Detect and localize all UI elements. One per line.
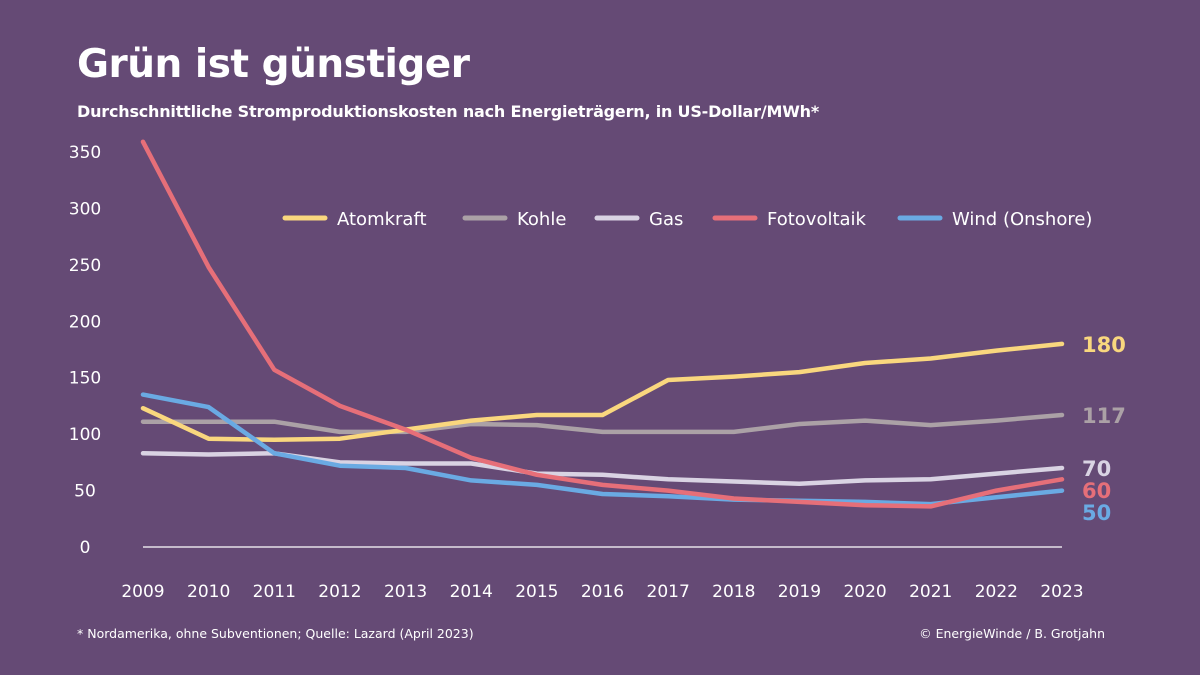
series-line-gas (140, 451, 1065, 487)
x-tick-label: 2023 (1040, 582, 1083, 602)
end-value-label: 50 (1082, 501, 1111, 525)
y-tick-label: 300 (69, 199, 101, 219)
legend-label: Kohle (517, 209, 566, 230)
x-tick-label: 2014 (450, 582, 493, 602)
end-value-label: 60 (1082, 479, 1111, 503)
series-lines (140, 139, 1065, 509)
x-tick-label: 2009 (121, 582, 164, 602)
x-axis: 2009 2010 2011 2012 2013 2014 2015 2016 2017 2018… (121, 582, 1083, 602)
y-tick-label: 150 (69, 369, 101, 389)
y-tick-label: 50 (74, 482, 96, 502)
end-value-label: 70 (1082, 457, 1111, 481)
legend-label: Atomkraft (337, 209, 427, 230)
x-tick-label: 2018 (712, 582, 755, 602)
x-tick-label: 2022 (975, 582, 1018, 602)
x-tick-label: 2011 (253, 582, 296, 602)
x-tick-label: 2021 (909, 582, 952, 602)
end-value-label: 117 (1082, 404, 1126, 428)
y-tick-label: 350 (69, 143, 101, 163)
legend: Atomkraft Kohle Gas Fotovoltaik Wind (Onshor… (282, 209, 1092, 230)
y-tick-label: 200 (69, 312, 101, 332)
x-tick-label: 2016 (581, 582, 624, 602)
y-axis: 0 50 100 150 200 250 300 350 (69, 143, 1062, 558)
credit: © EnergieWinde / B. Grotjahn (919, 626, 1105, 641)
chart-subtitle: Durchschnittliche Stromproduktionskosten… (77, 102, 820, 121)
end-value-label: 180 (1082, 333, 1126, 357)
chart-title: Grün ist günstiger (77, 42, 470, 87)
legend-label: Fotovoltaik (767, 209, 867, 230)
y-tick-label: 100 (69, 425, 101, 445)
footnote: * Nordamerika, ohne Subventionen; Quelle… (77, 626, 474, 641)
x-tick-label: 2020 (843, 582, 886, 602)
legend-label: Gas (649, 209, 683, 230)
series-line-atomkraft (140, 341, 1065, 443)
x-tick-label: 2017 (647, 582, 690, 602)
y-tick-label: 0 (80, 538, 91, 558)
legend-label: Wind (Onshore) (952, 209, 1092, 230)
x-tick-label: 2019 (778, 582, 821, 602)
x-tick-label: 2010 (187, 582, 230, 602)
x-tick-label: 2013 (384, 582, 427, 602)
series-line-wind-onshore (140, 392, 1065, 507)
y-tick-label: 250 (69, 256, 101, 276)
x-tick-label: 2012 (318, 582, 361, 602)
series-line-fotovoltaik (140, 139, 1065, 509)
x-tick-label: 2015 (515, 582, 558, 602)
series-line-kohle (140, 412, 1065, 435)
